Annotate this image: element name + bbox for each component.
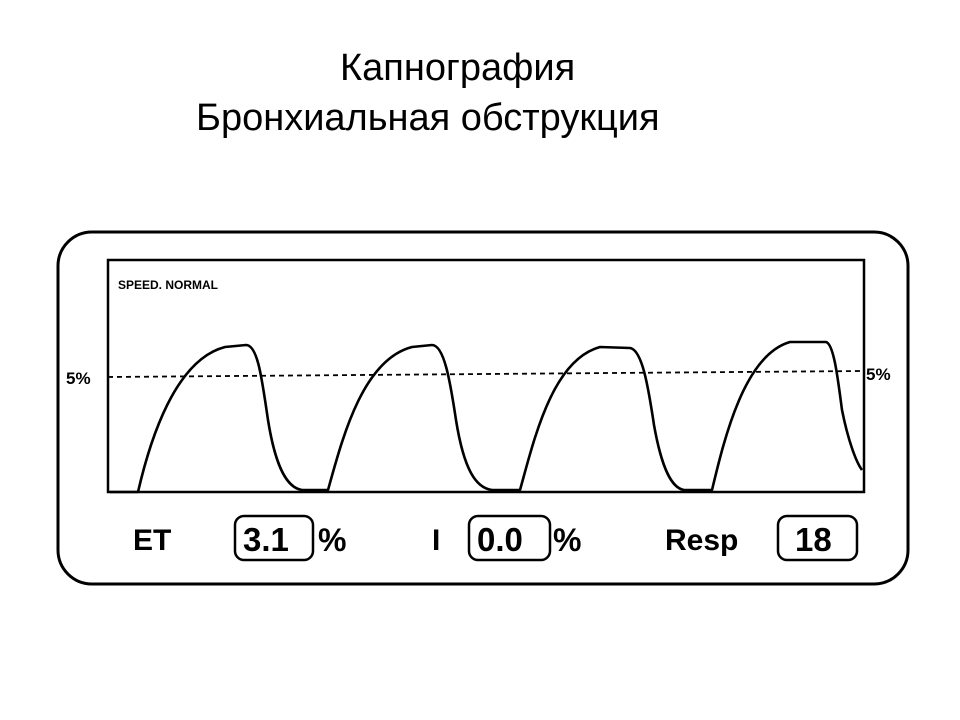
- monitor-frame: [56, 230, 910, 586]
- threshold-line: [107, 370, 865, 378]
- resp-label: Resp: [665, 524, 738, 557]
- waveform-screen: [106, 258, 866, 494]
- et-label: ET: [133, 524, 171, 557]
- i-value: 0.0: [477, 521, 523, 558]
- threshold-label-right: 5%: [866, 365, 891, 384]
- et-value-box: [233, 514, 315, 562]
- i-unit: %: [553, 522, 581, 558]
- threshold-label-left: 5%: [66, 369, 91, 388]
- i-value-box: [467, 514, 552, 562]
- resp-value-box: [776, 514, 859, 562]
- capnogram-waveform: [110, 340, 864, 494]
- et-unit: %: [318, 522, 346, 558]
- et-value: 3.1: [243, 521, 289, 558]
- slide-title-line-1: Капнография: [340, 47, 576, 89]
- speed-label: SPEED. NORMAL: [118, 278, 218, 292]
- resp-value: 18: [795, 521, 832, 558]
- slide-title-line-2: Бронхиальная обструкция: [196, 97, 660, 139]
- i-label: I: [432, 524, 440, 557]
